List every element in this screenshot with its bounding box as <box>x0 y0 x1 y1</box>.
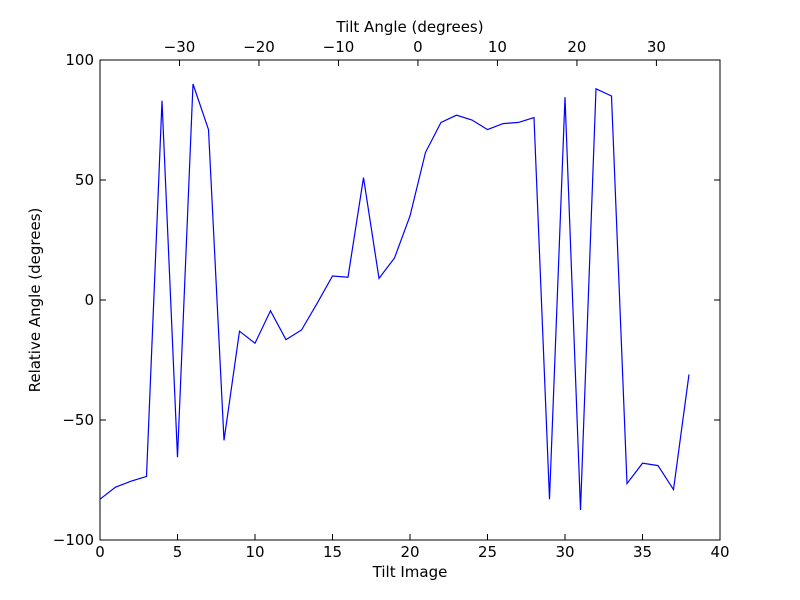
top-x-axis-title: Tilt Angle (degrees) <box>335 18 483 36</box>
y-tick-label: 100 <box>65 51 94 69</box>
x-tick-label: 10 <box>245 543 264 561</box>
y-tick-label: 0 <box>84 291 94 309</box>
top-x-tick-label: −10 <box>323 38 355 56</box>
x-tick-label: 25 <box>478 543 497 561</box>
bottom-x-axis: 0 5 10 15 20 25 30 35 40 <box>95 534 730 561</box>
x-tick-label: 5 <box>173 543 183 561</box>
x-tick-label: 20 <box>400 543 419 561</box>
series-line <box>99 83 690 511</box>
plot-frame <box>99 59 721 541</box>
top-x-tick-label: 0 <box>413 38 423 56</box>
top-x-tick-label: −30 <box>164 38 196 56</box>
top-x-tick-label: 20 <box>567 38 586 56</box>
x-tick-label: 40 <box>710 543 729 561</box>
top-x-tick-label: −20 <box>243 38 275 56</box>
x-tick-label: 0 <box>95 543 105 561</box>
x-tick-label: 30 <box>555 543 574 561</box>
y-tick-label: 50 <box>75 171 94 189</box>
x-tick-label: 35 <box>633 543 652 561</box>
y-axis-title: Relative Angle (degrees) <box>26 208 44 393</box>
left-y-axis: −100 −50 0 50 100 <box>53 51 720 549</box>
y-tick-label: −50 <box>62 411 94 429</box>
top-x-tick-label: 10 <box>488 38 507 56</box>
x-tick-label: 15 <box>323 543 342 561</box>
x-axis-title: Tilt Image <box>372 563 448 581</box>
y-tick-label: −100 <box>53 531 94 549</box>
top-x-axis: −30 −20 −10 0 10 20 30 <box>164 38 666 66</box>
top-x-tick-label: 30 <box>647 38 666 56</box>
